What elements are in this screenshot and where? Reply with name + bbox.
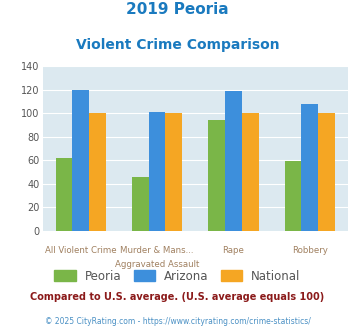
Bar bbox=[89, 113, 106, 231]
Bar bbox=[225, 91, 242, 231]
Bar bbox=[301, 104, 318, 231]
Text: Violent Crime Comparison: Violent Crime Comparison bbox=[76, 38, 279, 52]
Bar bbox=[208, 120, 225, 231]
Bar bbox=[56, 158, 72, 231]
Bar bbox=[285, 161, 301, 231]
Legend: Peoria, Arizona, National: Peoria, Arizona, National bbox=[50, 265, 305, 287]
Text: Murder & Mans...: Murder & Mans... bbox=[120, 246, 194, 255]
Text: Aggravated Assault: Aggravated Assault bbox=[115, 260, 199, 269]
Text: All Violent Crime: All Violent Crime bbox=[45, 246, 116, 255]
Bar bbox=[242, 113, 258, 231]
Bar bbox=[149, 112, 165, 231]
Bar bbox=[165, 113, 182, 231]
Text: 2019 Peoria: 2019 Peoria bbox=[126, 2, 229, 16]
Bar bbox=[318, 113, 335, 231]
Bar bbox=[132, 177, 149, 231]
Text: Robbery: Robbery bbox=[292, 246, 328, 255]
Text: © 2025 CityRating.com - https://www.cityrating.com/crime-statistics/: © 2025 CityRating.com - https://www.city… bbox=[45, 317, 310, 326]
Text: Compared to U.S. average. (U.S. average equals 100): Compared to U.S. average. (U.S. average … bbox=[31, 292, 324, 302]
Bar bbox=[72, 89, 89, 231]
Text: Rape: Rape bbox=[223, 246, 244, 255]
